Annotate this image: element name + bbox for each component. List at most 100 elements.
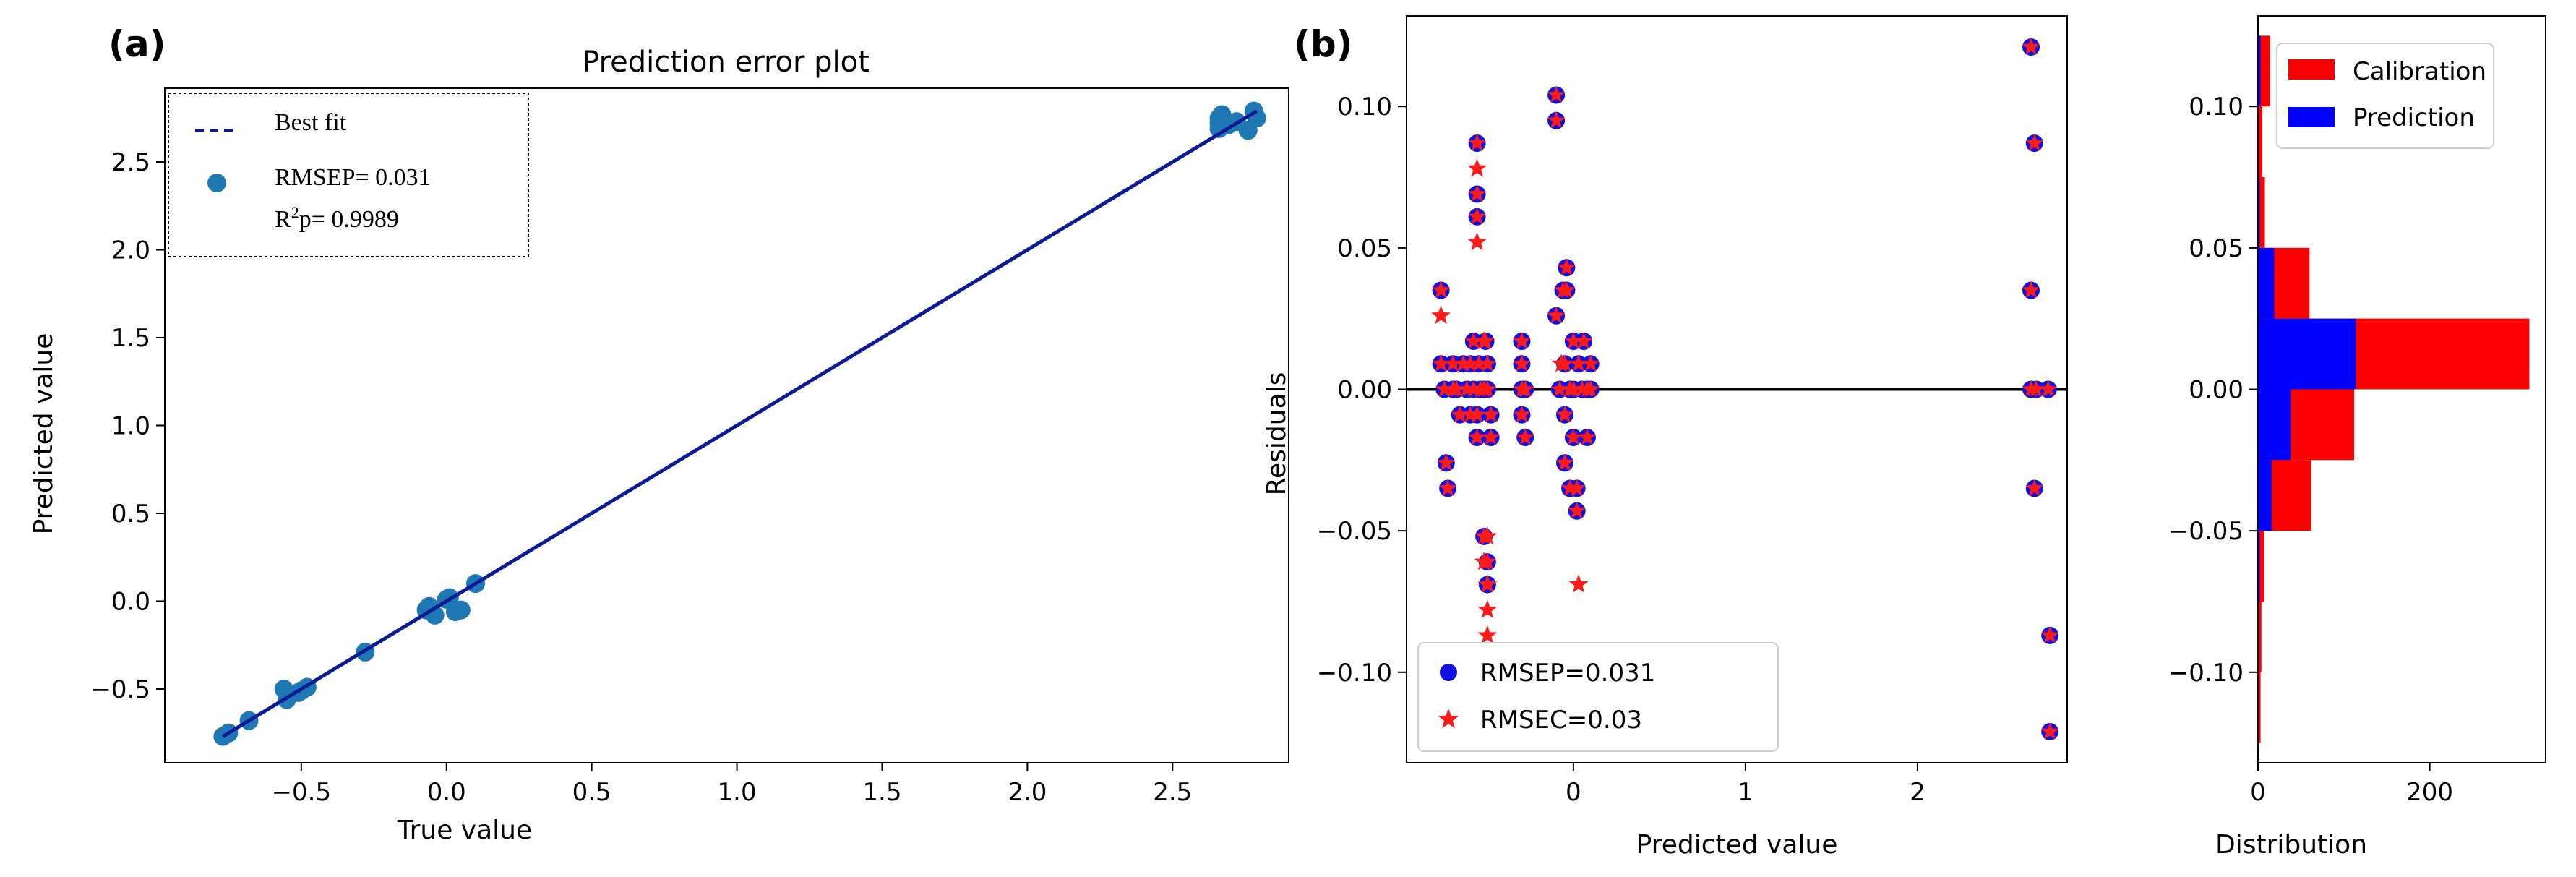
legend-rmsep-b-label: RMSEP=0.031 bbox=[1480, 659, 1655, 688]
panel-b-calibration-point bbox=[1568, 574, 1589, 593]
panel-b-calibration-overlay-star bbox=[2022, 281, 2040, 299]
panel-b-calibration-point bbox=[1467, 232, 1487, 251]
panel-b-calibration-overlay-star bbox=[1513, 354, 1531, 372]
panel-b: (b) 0 1 2 −0.10 −0.05 0.00 0.05 0.10 Predicted… bbox=[1262, 15, 2068, 860]
panel-b-calibration-overlay-star bbox=[1547, 306, 1566, 324]
panel-b-plot-area bbox=[1406, 15, 2068, 763]
x-tick-label: 200 bbox=[2406, 778, 2453, 807]
panel-b-calibration-overlay-star bbox=[1558, 281, 1576, 299]
panel-b-calibration-overlay-star bbox=[1432, 281, 1450, 299]
panel-b-calibration-overlay-star bbox=[1564, 332, 1583, 349]
panel-b-calibration-overlay-star bbox=[1443, 354, 1462, 372]
panel-b-calibration-overlay-star bbox=[1435, 380, 1454, 397]
y-tick-label: 0.5 bbox=[111, 500, 150, 529]
y-tick-label: 0.00 bbox=[1337, 376, 1392, 405]
y-tick-label: 1.0 bbox=[111, 412, 150, 441]
panel-b-calibration-point bbox=[1477, 625, 1498, 644]
legend-prediction-swatch bbox=[2288, 107, 2335, 127]
histogram-calibration-bar bbox=[2258, 531, 2264, 602]
panel-b-calibration-overlay-star bbox=[2025, 479, 2044, 496]
y-tick-label: 0.0 bbox=[111, 587, 150, 616]
panel-b-calibration-overlay-star bbox=[1468, 428, 1486, 445]
panel-b-calibration-overlay-star bbox=[1482, 405, 1500, 423]
y-tick-label: 2.0 bbox=[111, 236, 150, 265]
histogram-y-ticks: −0.10 −0.05 0.00 0.05 0.10 bbox=[2168, 93, 2258, 688]
panel-b-calibration-overlay-star bbox=[1581, 380, 1600, 397]
y-tick-label: −0.10 bbox=[2168, 659, 2244, 688]
legend-calibration-swatch bbox=[2288, 59, 2335, 80]
x-tick-label: 0.5 bbox=[572, 778, 611, 807]
histogram-x-ticks: 0 200 bbox=[2250, 763, 2453, 807]
panel-b-calibration-overlay-star bbox=[1437, 453, 1456, 471]
panel-b-y-ticks: −0.10 −0.05 0.00 0.05 0.10 bbox=[1317, 93, 1407, 688]
x-tick-label: 2 bbox=[1910, 778, 1925, 807]
panel-b-calibration-overlay-star bbox=[1464, 332, 1483, 349]
panel-b-legend: RMSEP=0.031 RMSEC=0.03 bbox=[1417, 642, 1779, 752]
panel-b-calibration-overlay-star bbox=[1560, 479, 1579, 496]
y-tick-label: 0.00 bbox=[2189, 376, 2244, 405]
panel-b-calibration-overlay-star bbox=[1558, 258, 1576, 275]
panel-a-point bbox=[1209, 114, 1229, 133]
panel-b-calibration-point bbox=[1477, 599, 1498, 618]
panel-b-calibration-point bbox=[1477, 526, 1498, 545]
panel-b-ylabel: Residuals bbox=[1262, 372, 1292, 496]
histogram-legend: Calibration Prediction bbox=[2276, 43, 2494, 149]
panel-b-xlabel: Predicted value bbox=[1636, 830, 1838, 860]
panel-b-calibration-overlay-star bbox=[1482, 428, 1500, 445]
panel-a-point bbox=[419, 596, 439, 616]
panel-b-calibration-overlay-star bbox=[1555, 453, 1574, 471]
panel-a-xlabel: True value bbox=[397, 816, 532, 845]
histogram-prediction-bar bbox=[2258, 460, 2272, 531]
legend-rmsep-b-marker bbox=[1440, 664, 1457, 681]
panel-a-point bbox=[451, 600, 471, 620]
panel-a-legend: Best fit RMSEP= 0.031 R2p= 0.9989 bbox=[168, 93, 529, 257]
histogram-xlabel: Distribution bbox=[2215, 830, 2367, 860]
panel-b-calibration-overlay-star bbox=[2022, 38, 2040, 55]
panel-b-calibration-overlay-star bbox=[1468, 134, 1486, 151]
histogram-calibration-bar bbox=[2258, 177, 2265, 248]
panel-b-calibration-overlay-star bbox=[1547, 111, 1566, 129]
histogram-prediction-bar bbox=[2258, 531, 2260, 602]
x-tick-label: 2.5 bbox=[1153, 778, 1192, 807]
panel-a: (a) Prediction error plot −0.5 0.0 0.5 1.0 1… bbox=[29, 23, 1289, 845]
panel-b-calibration-overlay-star bbox=[1468, 184, 1486, 202]
panel-b-calibration-point bbox=[1474, 331, 1494, 350]
panel-a-x-ticks: −0.5 0.0 0.5 1.0 1.5 2.0 2.5 bbox=[272, 763, 1192, 807]
histogram-calibration-bar bbox=[2258, 601, 2262, 672]
histogram-plot-area bbox=[2257, 15, 2546, 763]
panel-b-calibration-overlay-star bbox=[2040, 722, 2059, 740]
panel-b-calibration-overlay-star bbox=[1469, 354, 1488, 372]
legend-r2p-superscript: 2 bbox=[291, 203, 299, 221]
x-tick-label: 1.5 bbox=[862, 778, 901, 807]
x-tick-label: 1 bbox=[1738, 778, 1753, 807]
histogram-prediction-bar bbox=[2258, 318, 2356, 390]
panel-b-calibration-overlay-star bbox=[1581, 354, 1600, 372]
panel-b-calibration-overlay-star bbox=[1564, 380, 1583, 397]
histogram-calibration-bar bbox=[2258, 106, 2262, 178]
panel-b-calibration-overlay-star bbox=[1454, 354, 1472, 372]
histogram-calibration-bar bbox=[2258, 35, 2270, 107]
y-tick-label: −0.05 bbox=[2168, 517, 2244, 546]
panel-b-calibration-overlay-star bbox=[1555, 405, 1574, 423]
x-tick-label: 0 bbox=[2250, 778, 2266, 807]
panel-b-calibration-overlay-star bbox=[2027, 380, 2045, 397]
histogram-prediction-bar bbox=[2258, 247, 2275, 319]
panel-b-calibration-point bbox=[1474, 552, 1494, 570]
legend-best-fit-label: Best fit bbox=[275, 109, 347, 136]
y-tick-label: 0.05 bbox=[2189, 234, 2244, 263]
legend-r2p-suffix: p= 0.9989 bbox=[299, 206, 399, 233]
panel-b-calibration-point bbox=[1477, 574, 1498, 593]
y-tick-label: 0.05 bbox=[1337, 234, 1392, 263]
y-tick-label: 0.10 bbox=[2189, 93, 2244, 121]
panel-b-histogram: 0 200 −0.10 −0.05 0.00 0.05 0.10 Distribution… bbox=[2168, 15, 2546, 860]
histogram-prediction-bar bbox=[2258, 35, 2261, 107]
legend-prediction-label: Prediction bbox=[2353, 103, 2475, 132]
panel-b-calibration-overlay-star bbox=[2039, 380, 2058, 397]
panel-b-label: (b) bbox=[1294, 23, 1353, 65]
panel-b-calibration-overlay-star bbox=[2040, 625, 2059, 643]
panel-b-calibration-overlay-star bbox=[1513, 332, 1531, 349]
legend-rmsep-marker bbox=[207, 174, 226, 192]
legend-rmsep-label: RMSEP= 0.031 bbox=[275, 164, 431, 191]
panel-b-calibration-overlay-star bbox=[1478, 354, 1497, 372]
